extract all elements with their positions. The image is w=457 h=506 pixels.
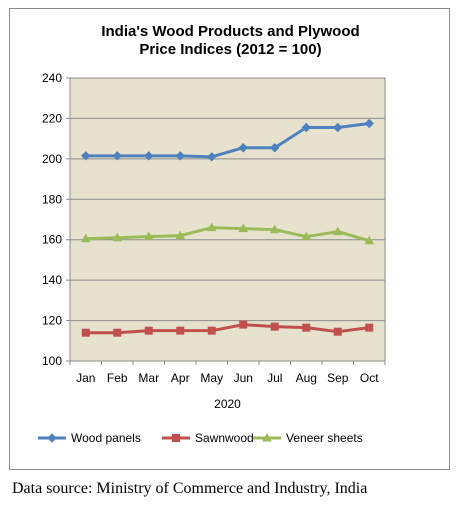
- data-point-veneer-sheets: [301, 231, 312, 241]
- legend-label-sawnwood: Sawnwood: [195, 431, 254, 445]
- data-point-sawnwood: [239, 320, 248, 329]
- data-point-veneer-sheets: [80, 233, 91, 243]
- data-point-sawnwood: [270, 322, 279, 331]
- series-veneer-sheets: [80, 222, 375, 245]
- legend: Wood panels Sawnwood Veneer sheets: [38, 431, 363, 445]
- x-tick-label: Jul: [267, 371, 282, 385]
- x-axis-label: 2020: [214, 397, 241, 411]
- data-point-veneer-sheets: [269, 224, 280, 234]
- y-tick-label: 220: [42, 111, 62, 125]
- data-point-sawnwood: [333, 327, 342, 336]
- y-tick-label: 240: [42, 71, 62, 85]
- y-tick-label: 160: [42, 233, 62, 247]
- data-point-sawnwood: [144, 326, 153, 335]
- chart-title: India's Wood Products and Plywood Price …: [10, 23, 451, 59]
- x-tick-label: May: [200, 371, 223, 385]
- data-point-sawnwood: [207, 326, 216, 335]
- plot-area: [69, 77, 386, 362]
- legend-marker-sawnwood: [172, 434, 180, 442]
- data-point-veneer-sheets: [175, 230, 186, 240]
- data-point-sawnwood: [81, 328, 90, 337]
- data-source-note: Data source: Ministry of Commerce and In…: [12, 480, 368, 497]
- x-tick-label: Aug: [296, 371, 317, 385]
- series-sawnwood: [81, 320, 374, 337]
- data-point-wood-panels: [144, 151, 154, 161]
- data-point-wood-panels: [81, 151, 91, 161]
- chart-frame: India's Wood Products and Plywood Price …: [9, 8, 450, 470]
- x-tick-label: Jan: [76, 371, 95, 385]
- data-point-wood-panels: [112, 151, 122, 161]
- x-tick-label: Feb: [107, 371, 128, 385]
- series-wood-panels: [81, 118, 374, 162]
- data-point-wood-panels: [238, 143, 248, 153]
- data-point-sawnwood: [176, 326, 185, 335]
- x-tick-label: Mar: [138, 371, 159, 385]
- data-point-wood-panels: [364, 118, 374, 129]
- chart-title-line-1: India's Wood Products and Plywood: [101, 23, 360, 40]
- data-point-sawnwood: [302, 323, 311, 332]
- x-tick-label: Apr: [171, 371, 190, 385]
- data-point-wood-panels: [175, 151, 185, 161]
- x-tick-label: Oct: [360, 371, 379, 385]
- legend-label-wood-panels: Wood panels: [71, 431, 141, 445]
- chart-title-line-2: Price Indices (2012 = 100): [139, 41, 322, 58]
- x-tick-label: Sep: [327, 371, 349, 385]
- data-point-sawnwood: [365, 323, 374, 332]
- y-tick-label: 120: [42, 314, 62, 328]
- data-point-veneer-sheets: [238, 223, 249, 233]
- data-point-wood-panels: [301, 122, 311, 133]
- line-chart: 100 120 140 160 180 200 220 240 Jan Feb Mar Apr May J…: [38, 71, 386, 445]
- y-tick-label: 100: [42, 354, 62, 368]
- data-point-veneer-sheets: [143, 231, 154, 241]
- legend-marker-wood-panels: [47, 433, 57, 443]
- series-line-veneer-sheets: [85, 226, 370, 243]
- y-tick-label: 140: [42, 273, 62, 287]
- series-line-sawnwood: [85, 323, 370, 335]
- y-tick-label: 200: [42, 152, 62, 166]
- y-tick-label: 180: [42, 192, 62, 206]
- data-point-wood-panels: [207, 152, 217, 162]
- data-point-wood-panels: [270, 143, 280, 153]
- x-tick-label: Jun: [234, 371, 253, 385]
- data-point-veneer-sheets: [112, 232, 123, 242]
- data-point-veneer-sheets: [332, 226, 343, 236]
- data-point-veneer-sheets: [206, 222, 217, 232]
- data-point-sawnwood: [113, 328, 122, 337]
- legend-label-veneer-sheets: Veneer sheets: [286, 431, 363, 445]
- series-line-wood-panels: [85, 121, 370, 159]
- data-point-veneer-sheets: [364, 235, 375, 245]
- legend-marker-veneer-sheets: [262, 432, 272, 442]
- data-point-wood-panels: [333, 122, 343, 133]
